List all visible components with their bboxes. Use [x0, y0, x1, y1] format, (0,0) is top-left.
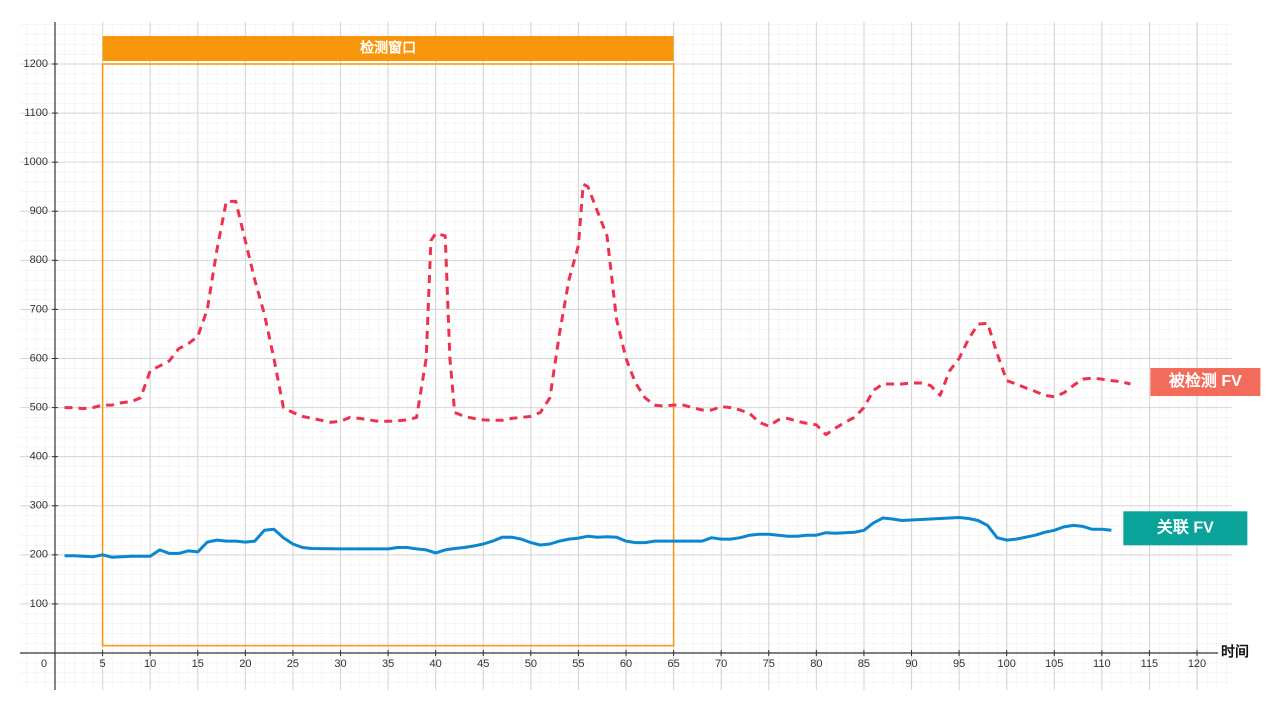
x-tick-label: 75	[763, 658, 775, 670]
y-tick-label: 400	[30, 451, 48, 463]
x-tick-label: 105	[1045, 658, 1063, 670]
x-tick-label: 110	[1093, 658, 1111, 670]
legend-label: 关联 FV	[1157, 518, 1214, 537]
y-tick-label: 100	[30, 598, 48, 610]
x-tick-label: 60	[620, 658, 632, 670]
y-tick-label: 500	[30, 401, 48, 413]
y-tick-label: 1000	[24, 156, 48, 168]
x-tick-label: 115	[1141, 658, 1159, 670]
x-axis-label: 时间	[1221, 644, 1249, 660]
x-tick-label: 15	[192, 658, 204, 670]
y-tick-label: 900	[30, 205, 48, 217]
legend-tag	[1150, 368, 1261, 397]
x-tick-label: 30	[334, 658, 346, 670]
x-tick-label: 100	[997, 658, 1015, 670]
x-tick-label: 50	[525, 658, 537, 670]
series-line	[64, 516, 1112, 559]
x-tick-label: 20	[239, 658, 251, 670]
y-tick-label: 200	[30, 549, 48, 561]
y-tick-label: 1200	[24, 58, 48, 70]
x-tick-label: 10	[144, 658, 156, 670]
x-tick-label: 5	[100, 658, 106, 670]
x-tick-label: 35	[382, 658, 394, 670]
y-tick-label: 700	[30, 303, 48, 315]
y-tick-label: 600	[30, 352, 48, 364]
x-tick-label: 25	[287, 658, 299, 670]
y-tick-label: 300	[30, 500, 48, 512]
y-tick-label: 800	[30, 254, 48, 266]
x-tick-label: 45	[477, 658, 489, 670]
y-tick-label: 1100	[24, 107, 48, 119]
x-tick-label: 90	[905, 658, 917, 670]
x-tick-label: 85	[858, 658, 870, 670]
window-header	[102, 36, 674, 61]
x-tick-label: 65	[667, 658, 679, 670]
window-label: 检测窗口	[360, 40, 416, 56]
series-line	[64, 182, 1131, 437]
x-tick-label: 0	[41, 658, 47, 670]
x-tick-label: 70	[715, 658, 727, 670]
x-tick-label: 80	[810, 658, 822, 670]
window-box	[101, 63, 675, 647]
x-tick-label: 120	[1188, 658, 1206, 670]
x-tick-label: 55	[572, 658, 584, 670]
x-tick-label: 40	[430, 658, 442, 670]
x-tick-label: 95	[953, 658, 965, 670]
legend-tag	[1123, 511, 1248, 546]
legend-label: 被检测 FV	[1169, 371, 1242, 390]
